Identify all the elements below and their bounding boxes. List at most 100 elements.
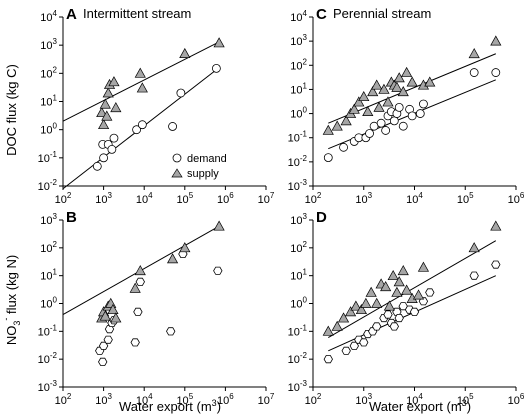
x-tick-label: 106: [508, 392, 525, 407]
data-point-supply: [99, 310, 111, 321]
y-tick-label: 103: [290, 212, 307, 227]
data-point-demand: [491, 260, 501, 269]
data-point-supply: [134, 265, 146, 276]
data-point-supply: [468, 48, 480, 59]
x-tick-label: 102: [305, 392, 322, 407]
panel-letter: A: [66, 6, 77, 23]
data-point-demand: [372, 322, 382, 331]
data-point-supply: [360, 297, 372, 308]
y-axis-title-top: DOC flux (kg C): [4, 64, 19, 156]
data-point-supply: [331, 120, 343, 131]
data-point-demand: [394, 313, 404, 323]
data-point-supply: [99, 98, 111, 109]
data-point-supply: [401, 284, 413, 295]
data-point-demand: [469, 271, 479, 280]
panel-letter: D: [316, 209, 327, 226]
data-point-demand: [398, 121, 408, 131]
data-point-demand: [407, 111, 417, 121]
data-point-demand: [213, 266, 223, 275]
y-tick-label: 102: [290, 240, 307, 255]
y-tick-label: 100: [290, 296, 307, 311]
y-tick-label: 103: [40, 212, 57, 227]
y-tick-label: 100: [290, 106, 307, 121]
data-point-supply: [362, 105, 374, 117]
x-tick-label: 104: [406, 392, 423, 407]
y-axis-title-bottom: NO3- flux (kg N): [1, 255, 22, 345]
data-point-supply: [371, 297, 383, 308]
y-tick-label: 103: [290, 33, 307, 48]
data-point-supply: [417, 261, 430, 272]
data-point-demand: [415, 109, 425, 118]
y-tick-label: 10-2: [38, 178, 58, 193]
data-point-supply: [101, 110, 113, 121]
y-tick-label: 100: [40, 296, 57, 311]
data-point-demand: [109, 133, 119, 143]
data-point-supply: [344, 306, 357, 317]
y-tick-label: 10-2: [288, 154, 308, 169]
y-tick-label: 10-1: [288, 130, 308, 145]
x-tick-label: 104: [136, 392, 153, 407]
data-point-supply: [213, 37, 225, 48]
data-point-supply: [380, 281, 392, 292]
y-tick-label: 10-2: [38, 351, 58, 366]
data-point-demand: [383, 310, 393, 319]
data-point-demand: [339, 142, 348, 152]
x-tick-label: 102: [55, 191, 72, 206]
data-point-demand: [135, 277, 145, 286]
y-tick-label: 100: [40, 122, 57, 137]
data-point-supply: [353, 96, 365, 107]
data-point-supply: [107, 303, 119, 315]
data-point-supply: [387, 269, 399, 281]
data-point-supply: [382, 96, 394, 107]
y-tick-label: 101: [40, 94, 57, 109]
data-point-supply: [393, 276, 405, 287]
data-point-supply: [213, 220, 225, 231]
fit-line-supply: [328, 240, 497, 338]
legend-demand-label: demand: [187, 153, 227, 165]
x-tick-label: 105: [176, 392, 193, 407]
data-point-supply: [166, 253, 179, 264]
panel-title: Perennial stream: [333, 6, 431, 21]
data-point-supply: [383, 300, 395, 311]
panel-d: 10-3 10-2 10-1 100 101 102 103 102 103 104 105 106 D: [288, 209, 525, 407]
y-tick-label: 10-1: [38, 150, 58, 165]
data-point-supply: [129, 282, 141, 293]
panel-letter: C: [316, 6, 327, 23]
data-point-supply: [134, 67, 146, 78]
y-tick-label: 101: [290, 81, 307, 96]
data-point-supply: [371, 79, 383, 90]
data-point-demand: [425, 288, 435, 297]
data-point-demand: [389, 116, 399, 126]
data-point-supply: [331, 320, 343, 331]
legend-demand-marker: [172, 153, 182, 163]
data-point-supply: [322, 124, 334, 135]
y-tick-label: 10-1: [38, 323, 58, 338]
data-point-supply: [373, 101, 385, 112]
y-tick-label: 104: [40, 9, 57, 24]
data-point-supply: [424, 76, 436, 87]
data-point-demand: [365, 129, 374, 138]
data-point-supply: [98, 118, 110, 130]
x-tick-label: 103: [95, 191, 112, 206]
data-point-demand: [130, 338, 140, 347]
data-point-demand: [469, 68, 479, 77]
x-tick-label: 106: [217, 392, 234, 407]
data-point-supply: [468, 242, 480, 253]
data-point-supply: [412, 289, 425, 300]
data-point-demand: [99, 153, 108, 163]
x-tick-label: 105: [457, 191, 474, 206]
data-point-supply: [367, 86, 379, 97]
x-axis-title-right: Water export (m3): [369, 398, 471, 414]
data-point-supply: [136, 82, 148, 93]
data-point-demand: [166, 327, 176, 336]
legend: demand supply: [171, 153, 227, 180]
y-tick-label: 102: [40, 240, 57, 255]
data-point-supply: [179, 47, 191, 58]
x-tick-label: 102: [55, 392, 72, 407]
data-point-demand: [132, 125, 142, 135]
data-point-demand: [341, 346, 351, 355]
data-point-demand: [394, 103, 404, 112]
data-point-supply: [406, 76, 418, 87]
data-point-supply: [393, 72, 405, 83]
y-tick-label: 10-3: [288, 178, 308, 193]
